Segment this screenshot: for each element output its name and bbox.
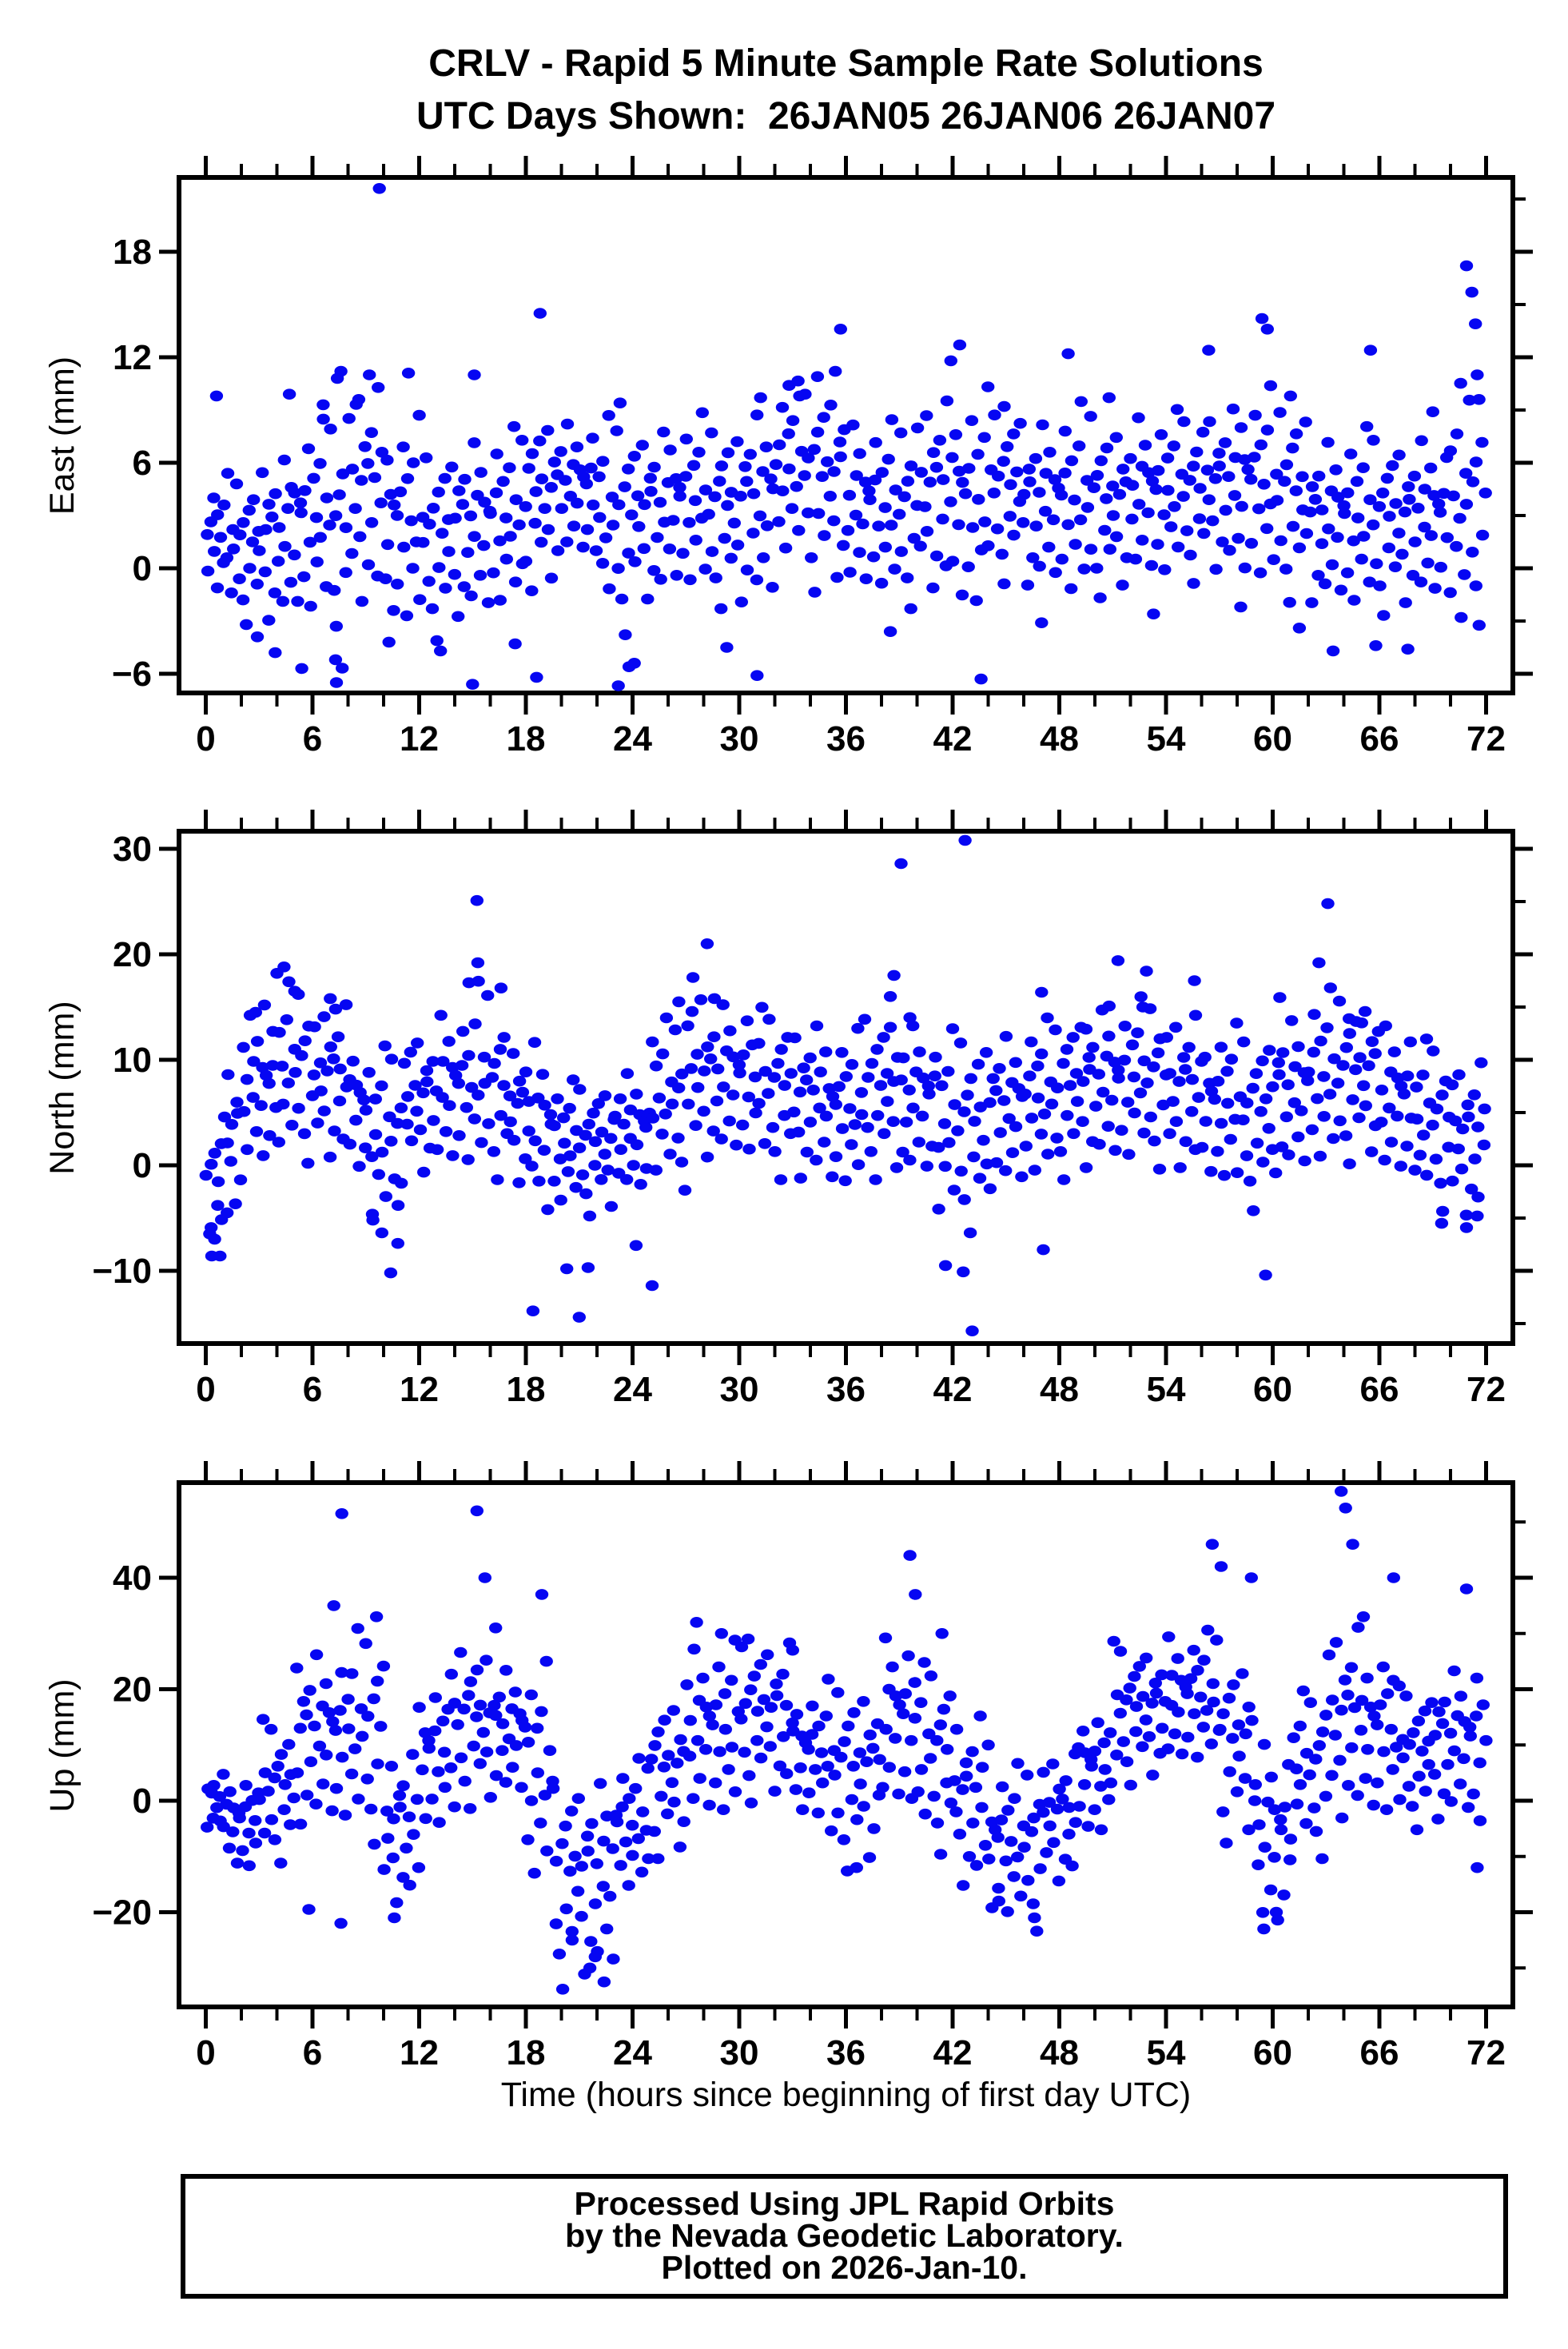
x-tick-label: 48 — [1040, 1370, 1079, 1409]
x-tick-label: 42 — [933, 1370, 973, 1409]
footer-line-3: Plotted on 2026-Jan-10. — [661, 2249, 1028, 2286]
east-axis-title: East (mm) — [43, 356, 82, 516]
x-tick-label: 30 — [720, 2033, 759, 2072]
up-x-ticks — [204, 1461, 1488, 2029]
x-tick-label: 18 — [507, 719, 546, 758]
y-tick-label: 0 — [133, 1782, 152, 1821]
up-frame — [177, 1480, 1515, 2009]
y-tick-label: 30 — [113, 830, 152, 869]
x-tick-label: 24 — [613, 1370, 652, 1409]
north-panel: 30 20 10 0 −10 0 6 12 18 24 30 36 42 48 54 60 66 72 — [92, 810, 1533, 1409]
footer-line-1: Processed Using JPL Rapid Orbits — [574, 2185, 1115, 2222]
x-tick-label: 36 — [826, 2033, 866, 2072]
page-title: CRLV - Rapid 5 Minute Sample Rate Soluti… — [428, 42, 1264, 85]
x-tick-label: 60 — [1253, 1370, 1292, 1409]
x-tick-label: 60 — [1253, 2033, 1292, 2072]
east-x-ticks — [204, 156, 1488, 715]
east-frame — [177, 175, 1515, 695]
east-x-tick-labels: 0 6 12 18 24 30 36 42 48 54 60 66 72 — [196, 719, 1506, 758]
y-tick-label: 20 — [113, 1670, 152, 1710]
x-tick-label: 6 — [303, 719, 322, 758]
footer-line-2: by the Nevada Geodetic Laboratory. — [565, 2217, 1124, 2254]
east-points — [201, 183, 1492, 691]
x-tick-label: 24 — [613, 2033, 652, 2072]
x-tick-label: 0 — [196, 719, 215, 758]
x-tick-label: 48 — [1040, 719, 1079, 758]
x-tick-label: 24 — [613, 719, 652, 758]
x-tick-label: 0 — [196, 2033, 215, 2072]
x-tick-label: 36 — [826, 1370, 866, 1409]
y-tick-label: 0 — [133, 549, 152, 588]
y-tick-label: 20 — [113, 935, 152, 974]
x-tick-label: 54 — [1147, 719, 1186, 758]
x-tick-label: 30 — [720, 719, 759, 758]
x-tick-label: 60 — [1253, 719, 1292, 758]
y-tick-label: 12 — [113, 338, 152, 377]
x-tick-label: 6 — [303, 2033, 322, 2072]
x-tick-label: 36 — [826, 719, 866, 758]
x-tick-label: 0 — [196, 1370, 215, 1409]
y-tick-label: −6 — [112, 655, 152, 694]
y-tick-label: 18 — [113, 233, 152, 272]
up-points — [201, 1486, 1493, 1995]
x-tick-label: 18 — [507, 2033, 546, 2072]
x-tick-label: 72 — [1467, 1370, 1506, 1409]
x-tick-label: 54 — [1147, 1370, 1186, 1409]
x-tick-label: 54 — [1147, 2033, 1186, 2072]
x-tick-label: 66 — [1360, 1370, 1399, 1409]
x-tick-label: 72 — [1467, 2033, 1506, 2072]
x-tick-label: 66 — [1360, 2033, 1399, 2072]
y-tick-label: −20 — [92, 1893, 152, 1933]
page-subtitle: UTC Days Shown: 26JAN05 26JAN06 26JAN07 — [416, 95, 1276, 137]
x-tick-label: 66 — [1360, 719, 1399, 758]
north-x-tick-labels: 0 6 12 18 24 30 36 42 48 54 60 66 72 — [196, 1370, 1506, 1409]
x-tick-label: 42 — [933, 2033, 973, 2072]
north-frame — [177, 829, 1515, 1346]
up-axis-title: Up (mm) — [43, 1678, 82, 1813]
y-tick-label: 10 — [113, 1041, 152, 1080]
up-panel: 40 20 0 −20 0 6 12 18 24 30 36 42 48 54 60 66 72 — [92, 1461, 1533, 2072]
up-y-ticks: 40 20 0 −20 — [92, 1520, 1533, 1970]
north-y-ticks: 30 20 10 0 −10 — [92, 830, 1533, 1325]
north-axis-title: North (mm) — [43, 1001, 82, 1175]
x-tick-label: 12 — [400, 1370, 439, 1409]
x-tick-label: 6 — [303, 1370, 322, 1409]
x-tick-label: 48 — [1040, 2033, 1079, 2072]
y-tick-label: 6 — [133, 444, 152, 483]
y-tick-label: −10 — [92, 1252, 152, 1291]
x-tick-label: 12 — [400, 2033, 439, 2072]
up-x-tick-labels: 0 6 12 18 24 30 36 42 48 54 60 66 72 — [196, 2033, 1506, 2072]
footer-credit-box: Processed Using JPL Rapid Orbits by the … — [181, 2174, 1508, 2299]
x-tick-label: 12 — [400, 719, 439, 758]
y-tick-label: 40 — [113, 1559, 152, 1598]
y-tick-label: 0 — [133, 1146, 152, 1185]
north-points — [199, 834, 1491, 1336]
x-tick-label: 18 — [507, 1370, 546, 1409]
x-tick-label: 42 — [933, 719, 973, 758]
x-tick-label: 72 — [1467, 719, 1506, 758]
east-y-ticks: 18 12 6 0 −6 — [112, 197, 1533, 694]
x-axis-title: Time (hours since beginning of first day… — [500, 2076, 1192, 2114]
north-x-ticks — [204, 810, 1488, 1365]
x-tick-label: 30 — [720, 1370, 759, 1409]
